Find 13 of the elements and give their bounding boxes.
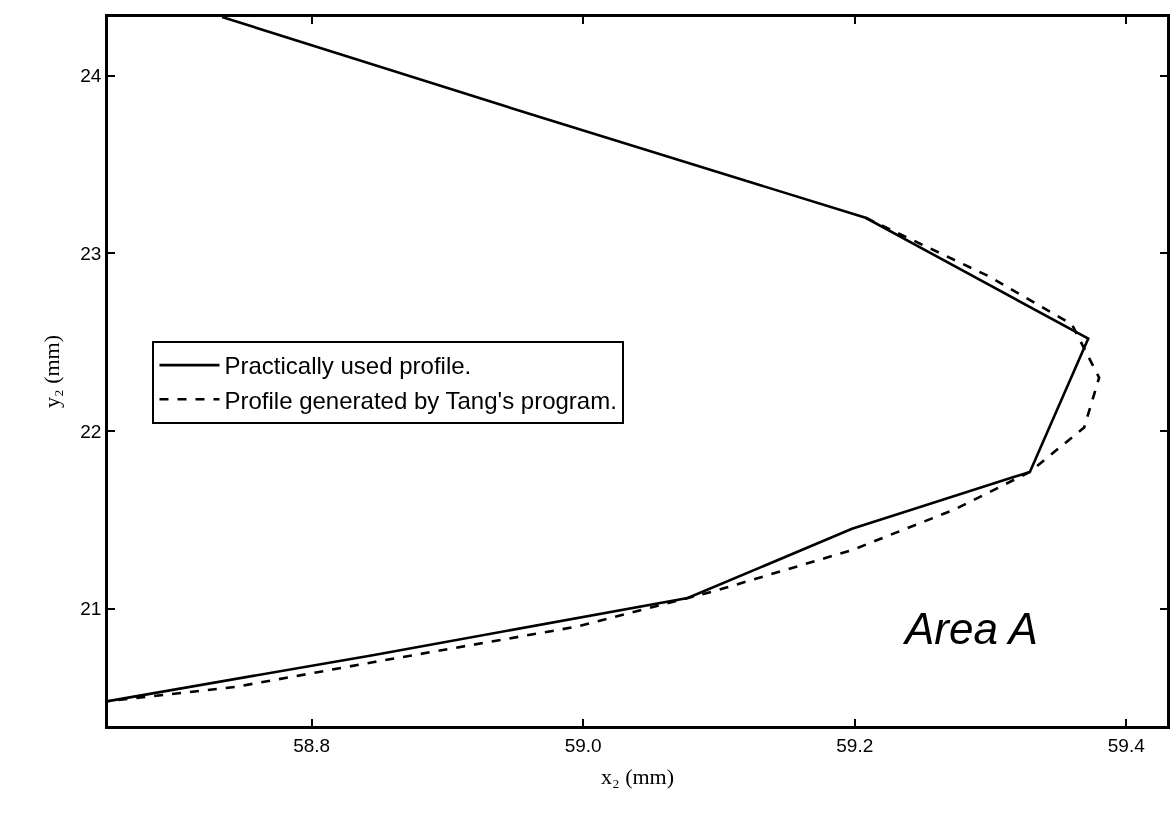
y-tick-label: 22 xyxy=(80,420,102,442)
legend-label: Profile generated by Tang's program. xyxy=(224,386,617,414)
y-axis-title: y₂ (mm) xyxy=(39,334,65,409)
x-tick-label: 59.4 xyxy=(1107,734,1146,756)
y-tick-label: 23 xyxy=(80,242,102,264)
x-tick-label: 59.0 xyxy=(564,734,602,756)
annotation: Area A xyxy=(902,604,1038,653)
y-tick-label: 21 xyxy=(80,598,102,620)
x-tick-label: 59.2 xyxy=(836,734,874,756)
x-tick-label: 58.8 xyxy=(293,734,331,756)
legend-label: Practically used profile. xyxy=(224,352,472,380)
x-axis-title: x₂ (mm) xyxy=(600,764,675,790)
y-tick-label: 24 xyxy=(80,65,102,87)
